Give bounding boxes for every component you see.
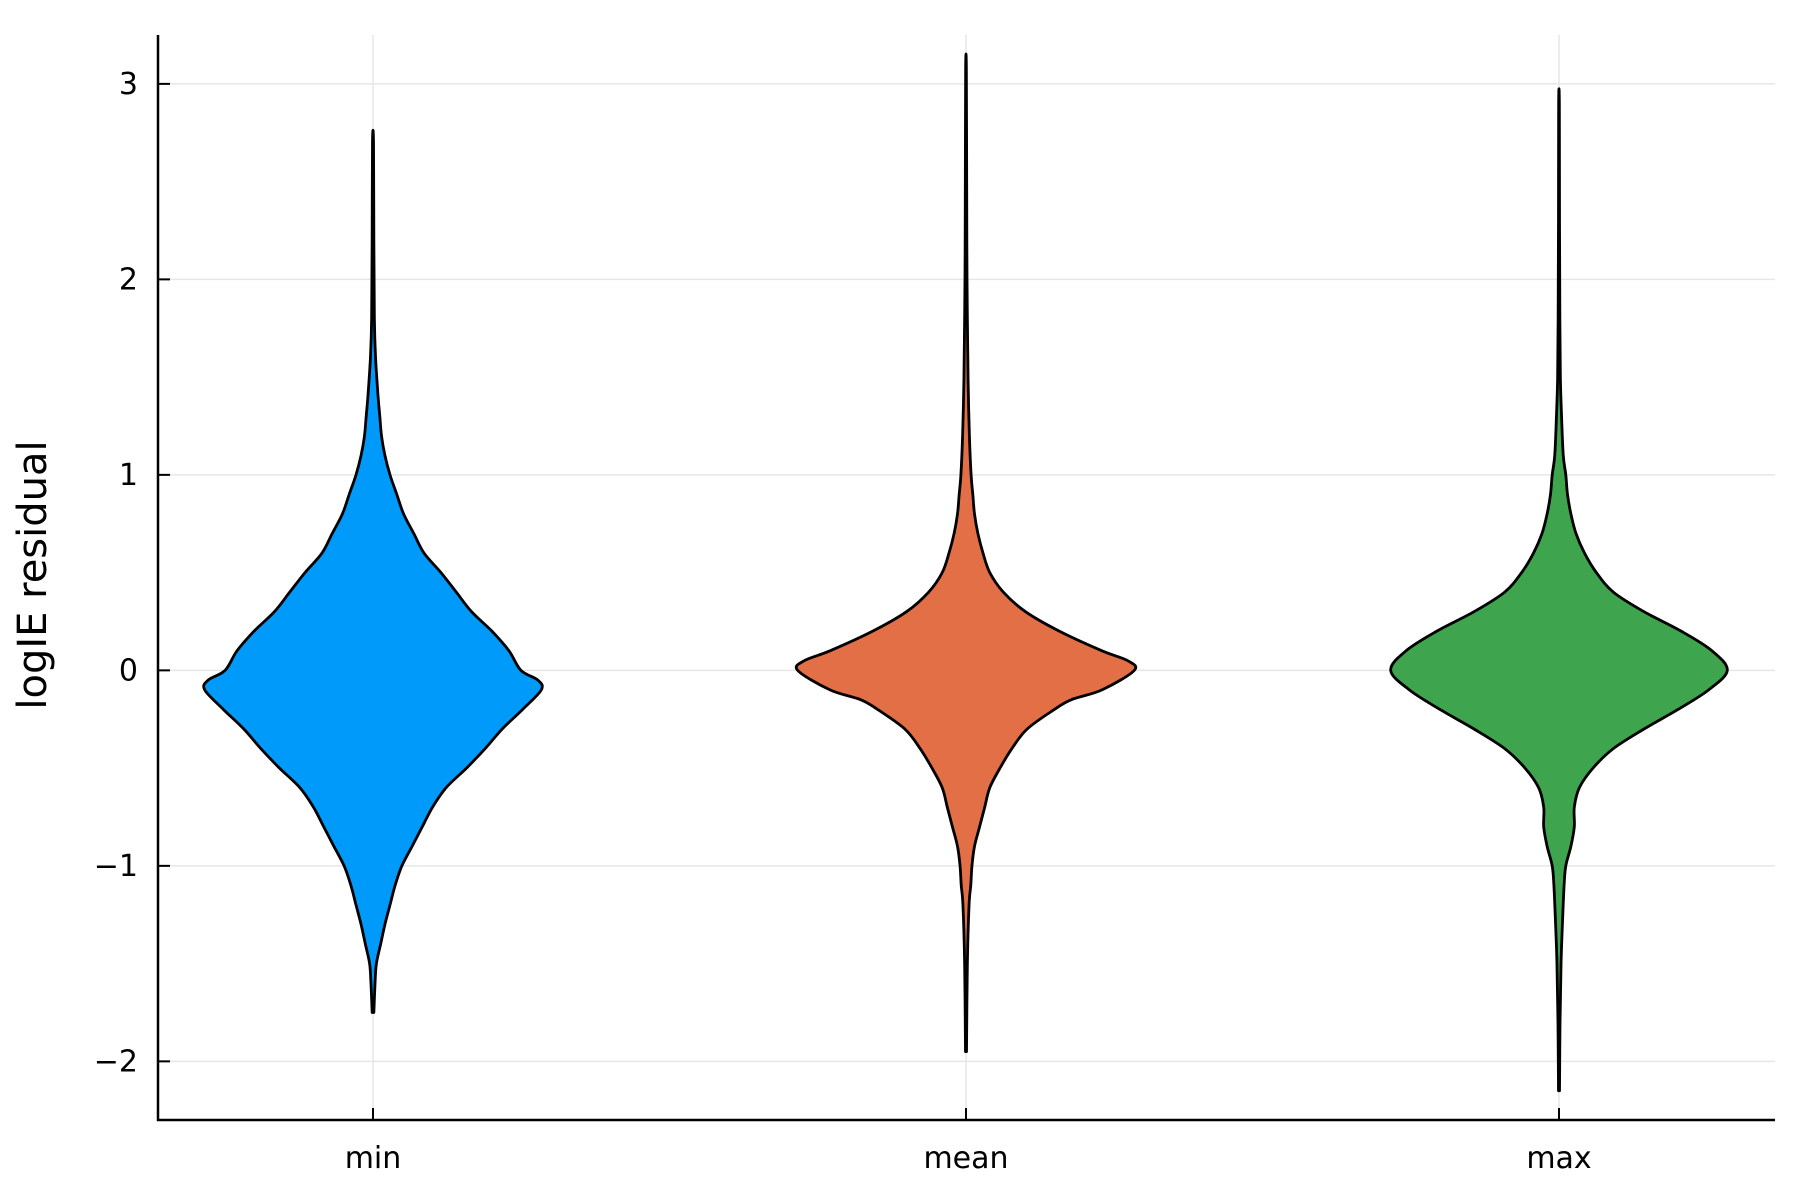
- y-tick-label: −1: [94, 849, 138, 884]
- y-tick-label: 3: [119, 67, 138, 102]
- axis-spines: [156, 35, 1775, 1122]
- axis-layer: −2 −1 0 1 2 3 min mean max: [94, 35, 1775, 1176]
- x-tick-label: min: [345, 1141, 402, 1176]
- y-tick-label: 0: [119, 653, 138, 688]
- violin-max: [1389, 87, 1729, 1093]
- x-tick-label: mean: [923, 1141, 1008, 1176]
- y-tick-label: −2: [94, 1044, 138, 1079]
- y-axis-title: logIE residual: [10, 440, 56, 709]
- x-tick-label: max: [1526, 1141, 1591, 1176]
- y-tick-label: 1: [119, 458, 138, 493]
- violin-mean: [794, 52, 1138, 1053]
- y-tick-label: 2: [119, 262, 138, 297]
- violin-layer: [202, 52, 1729, 1093]
- violin-min: [202, 128, 544, 1014]
